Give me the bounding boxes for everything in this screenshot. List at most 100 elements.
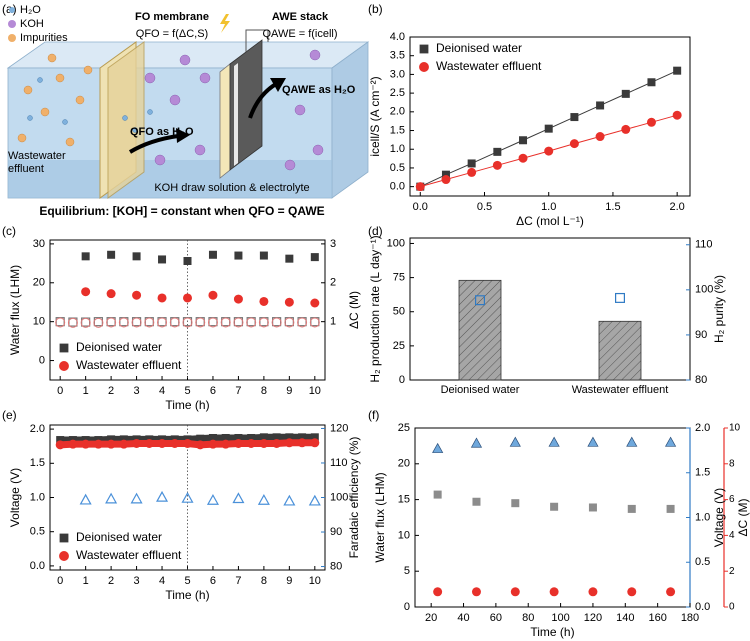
marker-circle (208, 439, 218, 449)
impurity (83, 65, 93, 75)
marker-square (221, 433, 230, 442)
x-tick-label: 1.5 (605, 201, 620, 213)
marker-circle (233, 438, 243, 448)
marker-open-triangle (130, 492, 143, 504)
x-tick-label: 4 (159, 575, 165, 587)
y2-tick-label: 120 (330, 422, 348, 434)
koh-dot (154, 154, 166, 166)
impurity (65, 137, 75, 147)
y3-tick-label: 2 (729, 566, 735, 577)
marker-square (493, 147, 502, 156)
marker-square (59, 343, 69, 353)
legend-icon (8, 34, 16, 42)
marker-square (208, 433, 217, 442)
awe-plate (234, 63, 238, 166)
x-tick-label: 2.0 (670, 201, 685, 213)
x-tick-label: 6 (210, 385, 216, 397)
y-tick-label: 0.0 (30, 560, 45, 572)
marker-circle (441, 175, 451, 185)
marker-triangle (626, 436, 638, 447)
marker-square (158, 255, 167, 264)
marker-open-triangle (181, 491, 194, 503)
marker-open-circle (131, 317, 142, 328)
marker-square (247, 433, 256, 442)
marker-circle (106, 439, 116, 449)
y-tick-label: 0.0 (390, 181, 405, 193)
y2-tick-label: 110 (330, 457, 348, 469)
y-tick-label: 15 (398, 494, 410, 506)
marker-circle (106, 289, 116, 299)
plot-frame (409, 237, 691, 381)
marker-square (208, 250, 217, 259)
marker-circle (492, 160, 502, 170)
marker-open-circle (309, 317, 320, 328)
marker-square (196, 434, 205, 443)
water-dot (62, 119, 68, 125)
marker-circle (119, 439, 129, 449)
koh-dot (284, 159, 296, 171)
marker-circle (646, 117, 656, 127)
x-tick-label: 0.0 (413, 201, 428, 213)
plot-frame (414, 427, 691, 608)
impurity (23, 85, 33, 95)
bar (598, 320, 642, 381)
marker-circle (672, 110, 682, 120)
marker-circle (310, 298, 320, 308)
marker-circle (518, 153, 528, 163)
y-tick-label: 75 (393, 272, 405, 284)
marker-circle (195, 440, 205, 450)
x-tick-label: 180 (681, 612, 699, 624)
marker-circle (549, 587, 559, 597)
marker-square (81, 252, 90, 261)
legend-icon (8, 20, 16, 28)
marker-square (310, 253, 319, 262)
marker-square (298, 433, 307, 442)
marker-open-circle (182, 317, 193, 328)
y-tick-label: 25 (398, 422, 410, 434)
x-tick-label: Wastewater effluent (571, 384, 669, 396)
marker-square (441, 170, 450, 179)
marker-circle (272, 438, 282, 448)
y-tick-label: 1.5 (390, 124, 405, 136)
marker-square (310, 433, 319, 442)
y-axis-title: H₂ production rate (L day⁻¹) (368, 235, 382, 382)
legend-text: KOH (20, 18, 44, 30)
marker-open-triangle (156, 490, 169, 502)
power-icon (220, 14, 230, 33)
marker-circle (467, 167, 477, 177)
koh-dot (294, 104, 306, 116)
marker-circle (310, 438, 320, 448)
marker-square (673, 66, 682, 75)
marker-circle (59, 551, 69, 561)
y2-tick-label: 90 (330, 526, 342, 538)
marker-circle (157, 438, 167, 448)
y-tick-label: 30 (33, 238, 45, 250)
label: QAWE as H₂O (282, 84, 356, 96)
marker-triangle (509, 436, 521, 447)
x-tick-label: 40 (457, 612, 469, 624)
y2-axis-title: H₂ purity (%) (712, 275, 726, 343)
x-tick-label: 3 (134, 575, 140, 587)
marker-circle (621, 124, 631, 134)
x-tick-label: 8 (261, 385, 267, 397)
schematic: H₂O KOH Impurities FO membrane QFO = f(Δ… (6, 4, 370, 218)
y2-tick-label: 80 (695, 374, 707, 386)
panel-label: (b) (368, 2, 383, 16)
marker-circle (627, 587, 637, 597)
marker-open-circle (271, 317, 282, 328)
water-dot (147, 109, 153, 115)
marker-circle (297, 438, 307, 448)
x-tick-label: 10 (309, 575, 321, 587)
marker-circle (433, 587, 443, 597)
marker-circle (259, 438, 269, 448)
y-tick-label: 5 (404, 565, 410, 577)
marker-square (511, 499, 520, 508)
y-tick-label: 1.0 (30, 491, 45, 503)
marker-circle (595, 132, 605, 142)
marker-open-triangle (232, 492, 245, 504)
marker-open-circle (220, 317, 231, 328)
awe-plate (219, 63, 231, 179)
y-tick-label: 1.0 (390, 143, 405, 155)
marker-square (259, 251, 268, 260)
marker-triangle (664, 436, 677, 447)
